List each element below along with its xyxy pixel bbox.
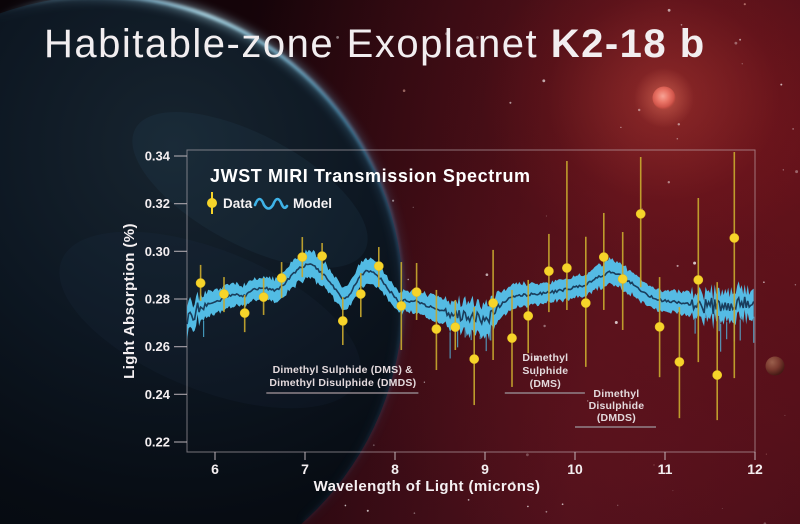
svg-text:(DMS): (DMS) (530, 378, 561, 390)
svg-text:0.24: 0.24 (145, 387, 171, 402)
poster-title-regular: Habitable-zone Exoplanet (44, 22, 551, 66)
legend-data-marker (207, 192, 217, 214)
data-points (195, 209, 740, 380)
svg-text:(DMDS): (DMDS) (597, 412, 636, 424)
svg-text:11: 11 (658, 461, 673, 477)
atmosphere-rim-arc (0, 0, 405, 524)
svg-text:0.22: 0.22 (145, 434, 170, 449)
svg-text:0.32: 0.32 (145, 196, 170, 211)
plot-frame: 0.22 0.24 0.26 0.28 0.30 0.32 0.34 6 7 8 9 10 11 12 (145, 149, 763, 478)
molecule-annotations: Dimethyl Sulphide (DMS) &Dimethyl Disulp… (266, 352, 656, 428)
data-error-bars (199, 151, 736, 421)
svg-text:Dimethyl Disulphide (DMDS): Dimethyl Disulphide (DMDS) (269, 377, 416, 389)
svg-text:Dimethyl Sulphide (DMS) &: Dimethyl Sulphide (DMS) & (273, 364, 414, 376)
red-dwarf-star (652, 86, 676, 110)
chart-title: JWST MIRI Transmission Spectrum (210, 166, 531, 186)
poster-title-planet-name: K2-18 b (550, 22, 706, 66)
svg-text:12: 12 (747, 461, 763, 477)
model-confidence-band (187, 249, 755, 359)
svg-text:0.34: 0.34 (145, 149, 171, 164)
svg-text:0.28: 0.28 (145, 291, 170, 306)
y-axis-title: Light Absorption (%) (121, 223, 138, 379)
svg-text:6: 6 (211, 461, 219, 477)
svg-text:0.26: 0.26 (145, 339, 170, 354)
svg-text:8: 8 (391, 461, 399, 477)
legend-model-label: Model (293, 196, 332, 211)
legend-model-wave-icon (253, 197, 289, 210)
svg-text:Dimethyl: Dimethyl (522, 352, 568, 364)
svg-text:10: 10 (567, 461, 583, 477)
legend: Data Model (207, 192, 332, 214)
svg-text:0.30: 0.30 (145, 244, 170, 259)
svg-text:9: 9 (481, 461, 489, 477)
svg-text:Dimethyl: Dimethyl (593, 388, 639, 400)
svg-text:Sulphide: Sulphide (522, 365, 568, 377)
legend-data-label: Data (223, 196, 253, 211)
distant-moon (765, 356, 785, 376)
poster-title: Habitable-zone Exoplanet K2-18 b (44, 22, 784, 66)
starfield (336, 3, 799, 524)
svg-text:7: 7 (301, 461, 309, 477)
x-axis-title: Wavelength of Light (microns) (314, 478, 541, 495)
svg-text:Disulphide: Disulphide (589, 400, 645, 412)
